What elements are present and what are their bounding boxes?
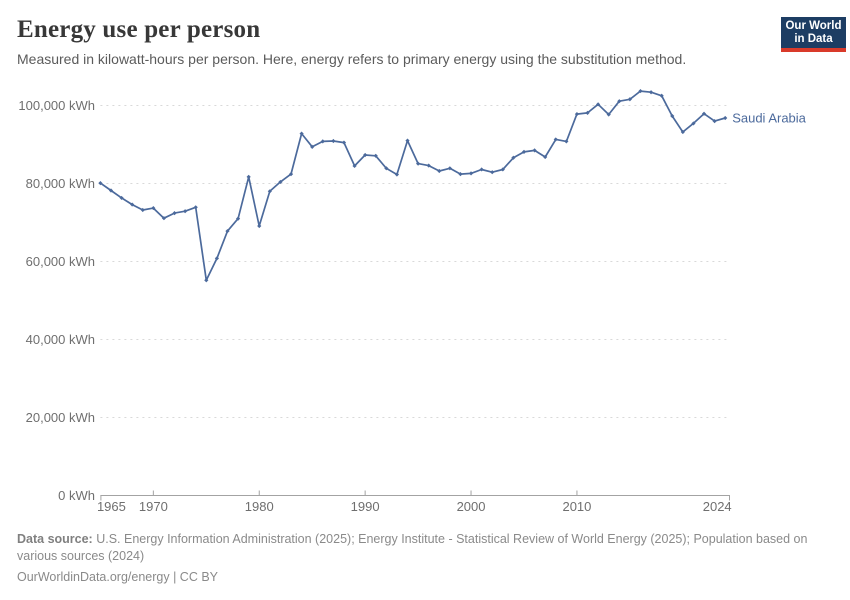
- data-point-marker: [648, 90, 654, 95]
- data-point-marker: [98, 181, 103, 186]
- data-point-marker: [415, 161, 421, 166]
- y-tick-label: 100,000 kWh: [18, 98, 95, 113]
- x-tick-label: 1970: [139, 499, 168, 514]
- data-point-marker: [108, 188, 114, 193]
- x-tick-label: 1965: [97, 499, 126, 514]
- data-point-marker: [511, 155, 516, 160]
- data-point-marker: [214, 256, 219, 261]
- page-title: Energy use per person: [17, 16, 261, 43]
- data-point-marker: [500, 167, 505, 172]
- data-point-marker: [627, 97, 632, 102]
- owid-logo[interactable]: Our World in Data: [781, 17, 846, 52]
- data-point-marker: [585, 110, 590, 116]
- data-point-marker: [204, 278, 209, 283]
- data-point-marker: [352, 163, 357, 169]
- data-point-marker: [278, 179, 283, 185]
- data-point-marker: [288, 172, 294, 177]
- data-point-marker: [151, 205, 156, 211]
- x-tick-label: 1990: [351, 499, 380, 514]
- data-point-marker: [405, 138, 410, 143]
- data-point-marker: [235, 216, 241, 221]
- owid-logo-line1: Our World: [785, 19, 842, 32]
- data-point-marker: [596, 102, 601, 107]
- data-point-marker: [447, 166, 452, 171]
- data-point-marker: [341, 140, 347, 145]
- data-point-marker: [490, 170, 495, 175]
- y-tick-label: 60,000 kWh: [26, 254, 95, 269]
- data-point-marker: [299, 131, 304, 136]
- x-tick-label: 1980: [245, 499, 274, 514]
- data-point-marker: [225, 228, 230, 234]
- x-tick-label: 2000: [457, 499, 486, 514]
- owid-logo-line2: in Data: [794, 32, 833, 45]
- chart-footer: Data source: U.S. Energy Information Adm…: [17, 531, 809, 586]
- data-source-line: Data source: U.S. Energy Information Adm…: [17, 531, 809, 564]
- data-point-marker: [193, 205, 198, 210]
- data-point-marker: [606, 112, 611, 117]
- y-tick-label: 80,000 kWh: [26, 176, 95, 191]
- data-point-marker: [183, 209, 188, 214]
- x-tick-label: 2024: [703, 499, 732, 514]
- series-saudi-arabia[interactable]: Saudi Arabia: [98, 88, 807, 283]
- data-point-marker: [564, 139, 569, 144]
- data-point-marker: [320, 139, 325, 144]
- data-point-marker: [267, 189, 272, 194]
- data-point-marker: [691, 121, 696, 126]
- data-source-text: U.S. Energy Information Administration (…: [17, 532, 808, 563]
- data-point-marker: [659, 93, 664, 98]
- data-point-marker: [161, 216, 167, 221]
- data-point-marker: [543, 154, 548, 160]
- data-point-marker: [246, 174, 251, 179]
- data-source-label: Data source:: [17, 532, 93, 546]
- data-point-marker: [617, 99, 622, 104]
- data-point-marker: [553, 137, 558, 142]
- data-point-marker: [532, 148, 537, 153]
- data-point-marker: [384, 166, 389, 171]
- x-tick-label: 2010: [562, 499, 591, 514]
- data-point-marker: [680, 129, 685, 135]
- owid-logo-text: Our World in Data: [785, 20, 841, 46]
- data-point-marker: [458, 172, 463, 177]
- data-point-marker: [331, 138, 336, 144]
- data-point-marker: [574, 111, 580, 117]
- data-point-marker: [521, 149, 527, 155]
- data-point-marker: [310, 144, 315, 149]
- data-point-marker: [723, 115, 728, 121]
- chart-subtitle: Measured in kilowatt-hours per person. H…: [17, 51, 687, 67]
- y-tick-label: 40,000 kWh: [26, 332, 95, 347]
- data-point-marker: [257, 223, 262, 229]
- data-point-marker: [479, 167, 484, 172]
- data-point-marker: [130, 202, 135, 207]
- data-point-marker: [363, 152, 368, 158]
- data-point-marker: [426, 163, 431, 168]
- line-chart: 0 kWh 20,000 kWh 40,000 kWh 60,000 kWh 80,00…: [18, 88, 807, 514]
- data-point-marker: [712, 119, 717, 124]
- data-point-marker: [140, 207, 145, 213]
- y-tick-label: 20,000 kWh: [26, 410, 95, 425]
- data-point-marker: [373, 153, 378, 158]
- data-point-marker: [394, 172, 400, 177]
- data-point-marker: [437, 168, 442, 174]
- data-point-marker: [119, 195, 124, 201]
- data-point-marker: [468, 171, 474, 176]
- series-label[interactable]: Saudi Arabia: [732, 110, 806, 125]
- data-point-marker: [701, 111, 707, 116]
- series-line[interactable]: [99, 90, 727, 282]
- data-point-marker: [172, 211, 177, 216]
- data-point-marker: [670, 113, 675, 119]
- y-tick-label: 0 kWh: [58, 488, 95, 503]
- license-line[interactable]: OurWorldinData.org/energy | CC BY: [17, 570, 219, 584]
- data-point-marker: [638, 88, 643, 94]
